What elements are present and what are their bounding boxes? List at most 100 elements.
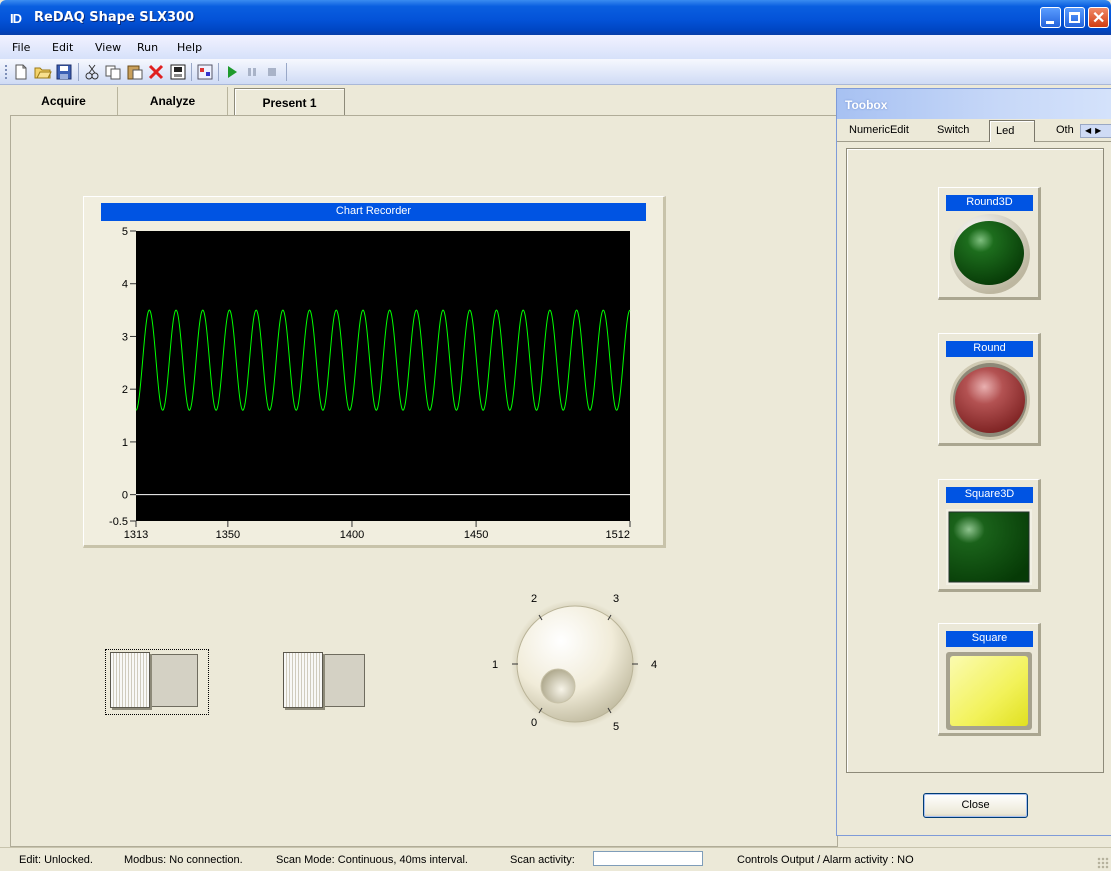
title-bar[interactable]: ID ReDAQ Shape SLX300 ✕ — [0, 0, 1111, 35]
window-title: ReDAQ Shape SLX300 — [34, 10, 195, 25]
delete-icon[interactable] — [147, 63, 165, 81]
copy-icon[interactable] — [104, 63, 122, 81]
tab-analyze[interactable]: Analyze — [118, 87, 228, 115]
knob-label-3: 3 — [613, 593, 619, 605]
maximize-icon — [1069, 12, 1080, 23]
close-button[interactable]: Close — [923, 793, 1028, 818]
x-tick-label: 1350 — [216, 529, 240, 541]
knob-label-0: 0 — [531, 717, 537, 729]
knob-tick — [607, 614, 612, 621]
led-label: Square — [946, 631, 1033, 647]
x-tick-label: 1450 — [464, 529, 488, 541]
x-axis: 1313 1350 1400 1450 1512 — [124, 521, 631, 541]
main-tabs: Acquire Analyze Present 1 — [10, 87, 840, 116]
knob-indicator — [540, 668, 576, 704]
toolbox-title: Toobox — [845, 98, 888, 112]
toolbar-separator — [191, 63, 192, 81]
y-tick-label: 1 — [122, 437, 128, 449]
menu-bar: File Edit View Run Help — [0, 35, 1111, 59]
menu-run[interactable]: Run — [137, 41, 159, 54]
led-round[interactable]: Round — [938, 333, 1041, 446]
close-window-button[interactable]: ✕ — [1088, 7, 1109, 28]
knob-tick — [538, 614, 543, 621]
maximize-button[interactable] — [1064, 7, 1085, 28]
knob-tick — [538, 707, 543, 714]
series-line-signal — [135, 309, 631, 411]
status-scan-mode: Scan Mode: Continuous, 40ms interval. — [276, 854, 468, 866]
status-edit: Edit: Unlocked. — [19, 854, 93, 866]
menu-edit[interactable]: Edit — [52, 41, 74, 54]
paste-icon[interactable] — [126, 63, 144, 81]
led-label: Round3D — [946, 195, 1033, 211]
menu-view[interactable]: View — [95, 41, 122, 54]
knob-tick — [607, 707, 612, 714]
x-tick-label: 1512 — [606, 529, 630, 541]
chart-title: Chart Recorder — [101, 203, 646, 221]
y-axis: 5 4 3 2 1 0 -0.5 — [109, 226, 136, 528]
scan-activity-indicator — [593, 851, 703, 866]
focus-rectangle — [105, 649, 209, 715]
status-modbus: Modbus: No connection. — [124, 854, 243, 866]
new-file-icon[interactable] — [12, 63, 30, 81]
knob-label-5: 5 — [613, 721, 619, 733]
print-icon[interactable] — [169, 63, 187, 81]
y-tick-label: 4 — [122, 279, 128, 291]
plot-area — [136, 231, 630, 521]
chart-traces — [135, 309, 631, 496]
stop-icon[interactable] — [263, 63, 281, 81]
toolbar-separator — [286, 63, 287, 81]
toolbar-grip-icon — [4, 63, 7, 81]
toolbox-tab-other[interactable]: Oth — [1056, 124, 1074, 136]
led-square[interactable]: Square — [938, 623, 1041, 736]
led-round3d[interactable]: Round3D — [938, 187, 1041, 300]
led-label: Round — [946, 341, 1033, 357]
open-folder-icon[interactable] — [34, 63, 52, 81]
round3d-led-icon — [950, 214, 1030, 294]
chart-icon[interactable] — [196, 63, 214, 81]
chart-recorder-plot: 5 4 3 2 1 0 -0.5 1313 1350 1400 1450 1512 — [109, 226, 631, 541]
save-icon[interactable] — [55, 63, 73, 81]
led-label: Square3D — [946, 487, 1033, 503]
toggle-switch-2-knob[interactable] — [283, 652, 323, 708]
x-tick-label: 1400 — [340, 529, 364, 541]
round-led-icon — [950, 360, 1030, 440]
status-controls-output: Controls Output / Alarm activity : NO — [737, 854, 914, 866]
square3d-led-icon — [946, 509, 1032, 585]
x-tick-label: 1313 — [124, 529, 148, 541]
status-scan-activity-label: Scan activity: — [510, 854, 575, 866]
y-tick-label: 3 — [122, 331, 128, 343]
y-tick-label: 2 — [122, 384, 128, 396]
close-icon: ✕ — [1092, 10, 1106, 27]
menu-help[interactable]: Help — [177, 41, 203, 54]
toolbox-title-bar[interactable]: Toobox — [837, 89, 1111, 119]
tab-acquire[interactable]: Acquire — [10, 87, 118, 115]
toolbar-separator — [78, 63, 79, 81]
resize-grip-icon[interactable] — [1097, 857, 1109, 869]
minimize-button[interactable] — [1040, 7, 1061, 28]
tab-scroll-arrows-icon[interactable]: ◀▶ — [1080, 124, 1111, 138]
toggle-switch-1-knob[interactable] — [110, 652, 150, 708]
app-logo-icon: ID — [10, 11, 22, 26]
status-bar: Edit: Unlocked. Modbus: No connection. S… — [0, 847, 1111, 871]
rotary-knob[interactable]: 0 1 2 3 4 5 — [488, 584, 668, 744]
toolbar-separator — [218, 63, 219, 81]
knob-label-2: 2 — [531, 593, 537, 605]
cut-icon[interactable] — [83, 63, 101, 81]
minimize-icon — [1046, 21, 1054, 24]
toolbox-tab-switch[interactable]: Switch — [937, 124, 970, 136]
y-tick-label: 5 — [122, 226, 128, 238]
knob-label-4: 4 — [651, 659, 657, 671]
toolbox-led-panel: Round3D Round — [846, 148, 1104, 773]
pause-icon[interactable] — [243, 63, 261, 81]
y-tick-label: -0.5 — [109, 516, 128, 528]
knob-face[interactable] — [516, 605, 634, 723]
tab-present-1[interactable]: Present 1 — [234, 88, 345, 116]
y-tick-label: 0 — [122, 490, 128, 502]
run-icon[interactable] — [223, 63, 241, 81]
toolbox-tab-numericedit[interactable]: NumericEdit — [849, 124, 909, 136]
menu-file[interactable]: File — [12, 41, 31, 54]
toolbox-tab-led[interactable]: Led — [989, 120, 1035, 142]
led-square3d[interactable]: Square3D — [938, 479, 1041, 592]
toolbox-window: Toobox NumericEdit Switch Led Oth ◀▶ Rou… — [836, 88, 1111, 836]
